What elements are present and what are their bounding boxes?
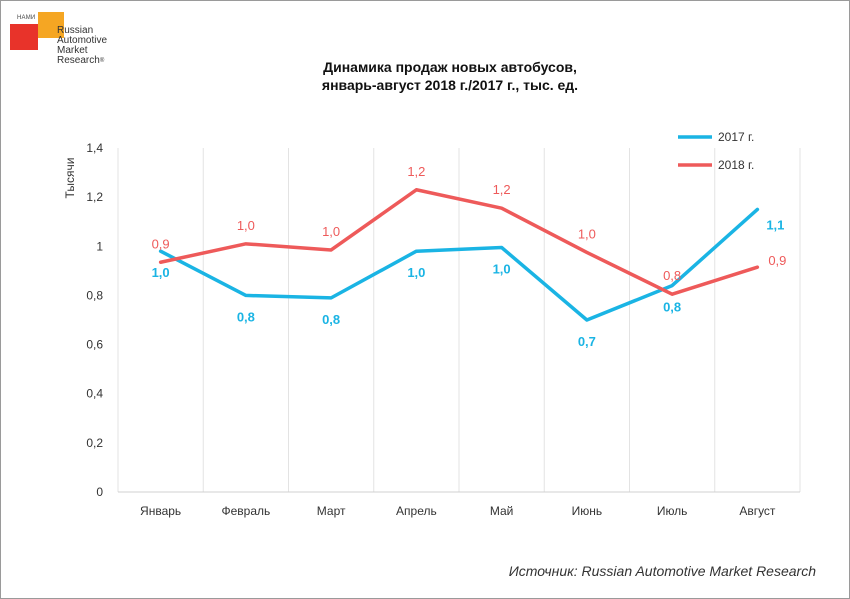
x-tick-label: Июнь — [572, 504, 603, 518]
data-label-2017: 0,7 — [578, 334, 596, 349]
x-tick-label: Август — [739, 504, 776, 518]
data-label-2018: 1,2 — [407, 164, 425, 179]
data-label-2017: 0,8 — [663, 300, 681, 315]
x-axis-ticks: Январь Февраль Март Апрель Май Июнь Июль Август — [140, 504, 776, 518]
data-label-2017: 0,8 — [237, 309, 255, 324]
y-tick-label: 1,2 — [86, 190, 103, 204]
series-line-2017 — [158, 207, 760, 322]
series-lines — [158, 188, 760, 322]
data-label-2018: 0,8 — [663, 268, 681, 283]
logo-line-3: Market — [57, 45, 88, 56]
y-tick-label: 0,8 — [86, 288, 103, 302]
x-tick-label: Июль — [657, 504, 688, 518]
y-tick-label: 0,2 — [86, 436, 103, 450]
y-axis-label: Тысячи — [63, 158, 77, 199]
data-label-2017: 1,0 — [407, 265, 425, 280]
y-tick-label: 0,4 — [86, 387, 103, 401]
data-label-2018: 0,9 — [768, 253, 786, 268]
y-tick-label: 0,6 — [86, 338, 103, 352]
data-label-2017: 0,8 — [322, 312, 340, 327]
data-label-2018: 0,9 — [152, 236, 170, 251]
x-tick-label: Январь — [140, 504, 181, 518]
chart-title: Динамика продаж новых автобусов, январь-… — [230, 58, 670, 94]
logo-line-2: Automotive — [57, 35, 108, 46]
y-tick-label: 0 — [96, 485, 103, 499]
data-label-2017: 1,0 — [493, 262, 511, 277]
logo-line-4: Research — [57, 55, 100, 66]
data-labels: 1,0 0,8 0,8 1,0 1,0 0,7 0,8 1,1 0,9 1,0 1,0 1,2 1,2 1… — [152, 164, 787, 349]
y-axis-ticks: 0 0,2 0,4 0,6 0,8 1 1,2 1,4 — [86, 141, 103, 499]
data-label-2017: 1,0 — [152, 265, 170, 280]
chart-title-line-1: Динамика продаж новых автобусов, — [323, 59, 577, 75]
logo-reg-mark: ® — [99, 58, 105, 64]
logo-line-1: Russian — [57, 25, 94, 36]
logo-line-4-wrap: Research® — [57, 56, 107, 66]
data-label-2018: 1,2 — [493, 182, 511, 197]
y-tick-label: 1,4 — [86, 141, 103, 155]
logo-nami-text: НАМИ — [17, 15, 36, 21]
legend-label-2018: 2018 г. — [718, 158, 754, 172]
logo-name: Russian Automotive Market Research® — [57, 26, 107, 66]
logo-orange-square — [38, 12, 64, 38]
y-tick-label: 1 — [96, 239, 103, 253]
logo: НАМИ Russian Automotive Market Research® — [10, 12, 120, 82]
source-note: Источник: Russian Automotive Market Rese… — [508, 563, 816, 579]
legend: 2017 г. 2018 г. — [678, 130, 754, 172]
data-label-2018: 1,0 — [237, 218, 255, 233]
x-tick-label: Май — [490, 504, 514, 518]
chart-title-line-2: январь-август 2018 г./2017 г., тыс. ед. — [321, 77, 579, 93]
x-tick-label: Март — [317, 504, 346, 518]
x-tick-label: Февраль — [221, 504, 270, 518]
data-label-2018: 1,0 — [322, 224, 340, 239]
legend-label-2017: 2017 г. — [718, 130, 754, 144]
series-line-2018 — [158, 188, 760, 296]
data-label-2017: 1,1 — [766, 217, 784, 232]
data-label-2018: 1,0 — [578, 226, 596, 241]
logo-red-square — [10, 24, 38, 50]
grid — [117, 148, 801, 493]
x-tick-label: Апрель — [396, 504, 437, 518]
